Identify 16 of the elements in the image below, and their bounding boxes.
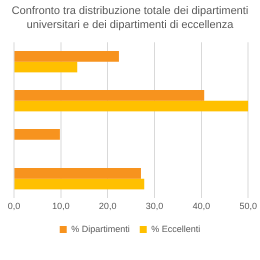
x-tick-label: 30,0 — [146, 201, 164, 212]
chart-title: Confronto tra distribuzione totale dei dipartimenti universitari e dei dipartimenti di eccellenza — [10, 4, 250, 32]
bar — [14, 128, 60, 140]
x-tick-label: 50,0 — [239, 201, 258, 212]
bar — [14, 100, 248, 112]
bar — [14, 62, 78, 72]
bar — [14, 178, 144, 190]
x-tick-label: 40,0 — [192, 201, 210, 212]
legend-label: % Dipartimenti — [71, 224, 130, 234]
bar — [14, 50, 119, 62]
x-tick-label: 0,0 — [8, 201, 20, 212]
bar — [14, 90, 204, 101]
x-tick-label: 20,0 — [98, 201, 116, 212]
bar — [14, 168, 141, 179]
x-tick-label: 10,0 — [52, 201, 70, 212]
legend-label: % Eccellenti — [151, 224, 200, 234]
